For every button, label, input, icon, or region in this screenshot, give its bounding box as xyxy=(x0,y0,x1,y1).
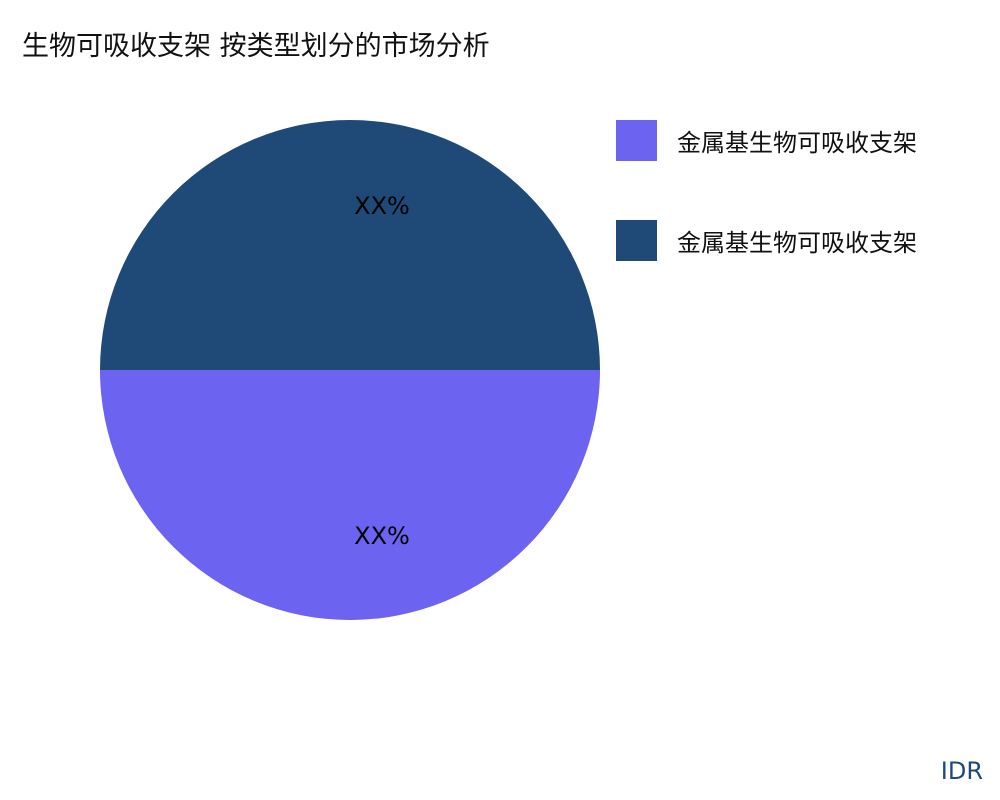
chart-title: 生物可吸收支架 按类型划分的市场分析 xyxy=(22,31,490,62)
legend-swatch xyxy=(616,220,657,261)
legend-swatch xyxy=(616,120,657,161)
pie-slice xyxy=(100,370,600,620)
legend-label: 金属基生物可吸收支架 xyxy=(677,229,917,257)
legend-item: 金属基生物可吸收支架 xyxy=(616,220,917,261)
legend-label: 金属基生物可吸收支架 xyxy=(677,129,917,157)
legend-item: 金属基生物可吸收支架 xyxy=(616,120,917,161)
pie-slice xyxy=(100,120,600,370)
slice-data-label: XX% xyxy=(354,522,410,550)
brand-logo-text: IDR xyxy=(940,757,983,785)
slice-data-label: XX% xyxy=(354,192,410,220)
